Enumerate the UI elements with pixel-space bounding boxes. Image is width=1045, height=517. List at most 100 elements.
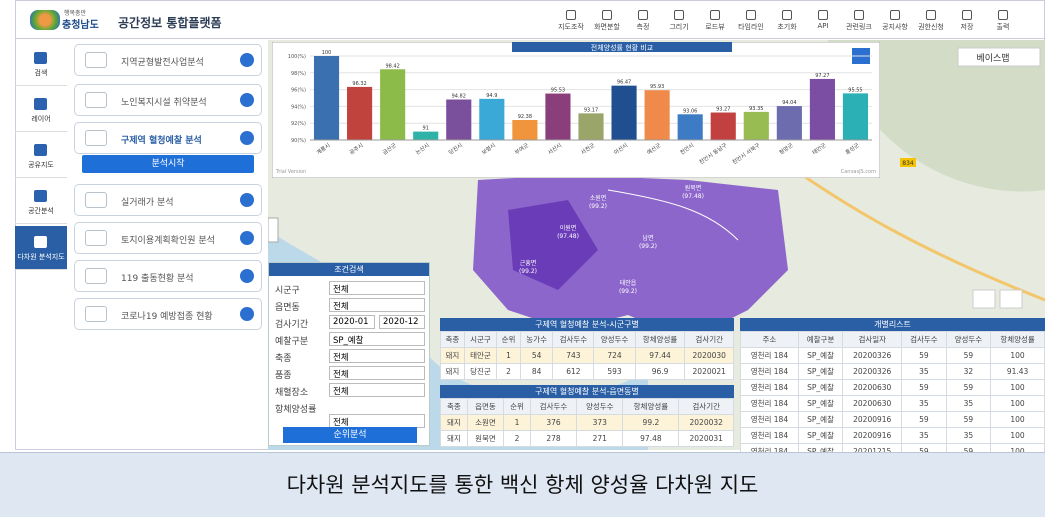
toolbar-button[interactable]: 타임라인 xyxy=(733,8,769,38)
menu-label[interactable]: 노인복지시설 취약분석 xyxy=(121,98,207,108)
toolbar-label[interactable]: 공지사항 xyxy=(882,23,908,31)
chevron[interactable] xyxy=(240,53,254,67)
menu-label[interactable]: 실거래가 분석 xyxy=(121,198,174,208)
chevron[interactable] xyxy=(240,307,254,321)
menu-item[interactable]: 구제역 혈청예찰 분석 xyxy=(74,122,262,154)
menu-item[interactable]: 노인복지시설 취약분석 xyxy=(74,84,262,116)
chevron[interactable] xyxy=(240,93,254,107)
field-select[interactable]: 전체 xyxy=(329,281,425,295)
collapse-button[interactable] xyxy=(268,218,278,242)
field-select[interactable]: 전체 xyxy=(329,366,425,380)
toolbar-label[interactable]: 권한신청 xyxy=(918,23,944,31)
icon[interactable] xyxy=(854,10,864,20)
chevron[interactable] xyxy=(240,231,254,245)
icon[interactable] xyxy=(998,10,1008,20)
sidebar-item[interactable]: 공유지도 xyxy=(15,134,67,178)
menu-icon[interactable] xyxy=(85,130,107,146)
icon[interactable] xyxy=(710,10,720,20)
toolbar-button[interactable]: 저장 xyxy=(949,8,985,38)
icon[interactable] xyxy=(674,10,684,20)
toolbar-button[interactable]: 초기화 xyxy=(769,8,805,38)
field-select[interactable]: 전체 xyxy=(329,414,425,428)
sidebar-label[interactable]: 공유지도 xyxy=(28,161,54,169)
icon[interactable] xyxy=(926,10,936,20)
icon[interactable] xyxy=(638,10,648,20)
menu-label[interactable]: 토지이용계획확인원 분석 xyxy=(121,236,215,246)
toolbar-label[interactable]: 지도조작 xyxy=(558,23,584,31)
sidebar-item[interactable]: 공간분석 xyxy=(15,180,67,224)
toolbar-button[interactable]: 로드뷰 xyxy=(697,8,733,38)
field-from[interactable]: 2020-01 xyxy=(329,315,375,329)
sidebar-label[interactable]: 다차원 분석지도 xyxy=(17,253,64,261)
sidebar-item[interactable]: 검색 xyxy=(15,42,67,86)
icon[interactable] xyxy=(962,10,972,20)
basemap-label[interactable]: 베이스맵 xyxy=(976,52,1009,64)
icon[interactable] xyxy=(818,10,828,20)
field-to[interactable]: 2020-12 xyxy=(379,315,425,329)
toolbar-button[interactable]: 화면분할 xyxy=(589,8,625,38)
map-control[interactable] xyxy=(1000,290,1022,308)
menu-label[interactable]: 지역균형발전사업분석 xyxy=(121,58,204,68)
field-select[interactable]: SP_예찰 xyxy=(329,332,425,346)
sidebar-item[interactable]: 다차원 분석지도 xyxy=(15,226,67,270)
icon[interactable] xyxy=(566,10,576,20)
sidebar-label[interactable]: 레이어 xyxy=(31,115,50,123)
icon[interactable] xyxy=(34,52,47,64)
menu-item[interactable]: 실거래가 분석 xyxy=(74,184,262,216)
menu-item[interactable]: 토지이용계획확인원 분석 xyxy=(74,222,262,254)
icon[interactable] xyxy=(34,236,47,248)
menu-item[interactable]: 지역균형발전사업분석 xyxy=(74,44,262,76)
chevron[interactable] xyxy=(240,131,254,145)
menu-label[interactable]: 119 출동현황 분석 xyxy=(121,274,194,284)
toolbar-button[interactable]: 공지사항 xyxy=(877,8,913,38)
toolbar-label[interactable]: 로드뷰 xyxy=(705,23,724,31)
toolbar-button[interactable]: 그리기 xyxy=(661,8,697,38)
toolbar-button[interactable]: 지도조작 xyxy=(553,8,589,38)
icon[interactable] xyxy=(602,10,612,20)
menu-item[interactable]: 119 출동현황 분석 xyxy=(74,260,262,292)
sidebar-label[interactable]: 검색 xyxy=(35,69,48,77)
sidebar-label[interactable]: 공간분석 xyxy=(28,207,54,215)
map-control[interactable] xyxy=(973,290,995,308)
toolbar-label[interactable]: 저장 xyxy=(961,23,974,31)
chevron[interactable] xyxy=(240,269,254,283)
toolbar-label[interactable]: API xyxy=(817,22,828,30)
icon[interactable] xyxy=(34,98,47,110)
menu-icon[interactable] xyxy=(85,52,107,68)
icon[interactable] xyxy=(782,10,792,20)
field-select[interactable]: 전체 xyxy=(329,383,425,397)
menu-icon[interactable] xyxy=(85,92,107,108)
chevron[interactable] xyxy=(240,193,254,207)
toolbar-label[interactable]: 관련링크 xyxy=(846,23,872,31)
icon[interactable] xyxy=(34,190,47,202)
menu-icon[interactable] xyxy=(85,192,107,208)
toolbar-label[interactable]: 그리기 xyxy=(669,23,688,31)
icon[interactable] xyxy=(746,10,756,20)
menu-label[interactable]: 구제역 혈청예찰 분석 xyxy=(121,136,202,146)
rank-button[interactable]: 순위분석 xyxy=(283,427,417,443)
toolbar-label[interactable]: 타임라인 xyxy=(738,23,764,31)
menu-label[interactable]: 코로나19 예방접종 현황 xyxy=(121,312,213,322)
toolbar-label[interactable]: 초기화 xyxy=(777,23,796,31)
toolbar-button[interactable]: 출력 xyxy=(985,8,1021,38)
analyze-button[interactable]: 분석시작 xyxy=(82,155,254,173)
icon[interactable] xyxy=(890,10,900,20)
toolbar-button[interactable]: 관련링크 xyxy=(841,8,877,38)
field-select[interactable]: 전체 xyxy=(329,349,425,363)
toolbar-button[interactable]: 측정 xyxy=(625,8,661,38)
toolbar-button[interactable]: 권한신청 xyxy=(913,8,949,38)
toolbar-label[interactable]: 화면분할 xyxy=(594,23,620,31)
toolbar-label[interactable]: 측정 xyxy=(637,23,650,31)
icon[interactable] xyxy=(34,144,47,156)
toolbar-label[interactable]: 출력 xyxy=(997,23,1010,31)
